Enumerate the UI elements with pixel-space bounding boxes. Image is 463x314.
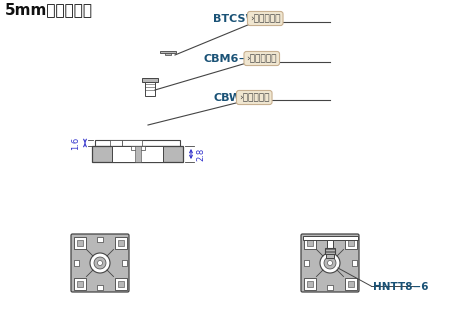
Bar bbox=[76, 280, 82, 286]
Bar bbox=[95, 140, 180, 146]
Bar bbox=[326, 253, 334, 257]
Circle shape bbox=[320, 253, 340, 273]
Bar bbox=[344, 278, 357, 290]
Bar bbox=[327, 236, 333, 241]
Bar bbox=[165, 53, 171, 55]
Bar bbox=[307, 280, 313, 286]
Text: 2.8: 2.8 bbox=[196, 147, 205, 161]
Bar bbox=[145, 82, 155, 96]
Bar bbox=[76, 240, 82, 246]
Bar bbox=[74, 278, 86, 290]
Bar bbox=[112, 146, 163, 162]
Text: HNTT8−6: HNTT8−6 bbox=[373, 282, 428, 292]
Bar bbox=[110, 140, 122, 146]
FancyBboxPatch shape bbox=[301, 234, 359, 292]
Bar bbox=[114, 278, 126, 290]
Bar bbox=[348, 280, 353, 286]
Circle shape bbox=[327, 261, 332, 266]
Bar bbox=[92, 146, 183, 162]
Bar bbox=[118, 240, 124, 246]
Bar bbox=[74, 236, 86, 248]
Text: 1.6: 1.6 bbox=[71, 136, 80, 150]
Bar bbox=[160, 51, 176, 53]
Bar bbox=[142, 78, 158, 82]
Bar bbox=[97, 236, 103, 241]
Bar bbox=[134, 146, 140, 162]
Text: BTCSW6: BTCSW6 bbox=[213, 14, 266, 24]
Bar bbox=[307, 240, 313, 246]
Bar bbox=[302, 236, 357, 240]
Text: ›商品ページ: ›商品ページ bbox=[246, 54, 277, 63]
Bar bbox=[348, 240, 353, 246]
Text: ›商品ページ: ›商品ページ bbox=[239, 93, 269, 102]
Bar bbox=[97, 284, 103, 290]
Bar bbox=[304, 260, 308, 266]
Bar bbox=[74, 260, 79, 266]
Bar bbox=[344, 236, 357, 248]
Bar bbox=[327, 284, 333, 290]
Text: CBM6−15: CBM6−15 bbox=[204, 54, 264, 64]
Bar bbox=[304, 236, 315, 248]
Text: 5mmプレート用: 5mmプレート用 bbox=[5, 2, 93, 17]
Bar bbox=[121, 260, 126, 266]
Circle shape bbox=[98, 261, 102, 266]
Circle shape bbox=[94, 257, 106, 269]
Bar bbox=[114, 236, 126, 248]
Bar bbox=[351, 260, 357, 266]
Circle shape bbox=[90, 253, 110, 273]
Text: CBW6: CBW6 bbox=[213, 93, 249, 103]
Bar bbox=[118, 280, 124, 286]
Bar bbox=[122, 140, 142, 146]
Text: ›商品ページ: ›商品ページ bbox=[250, 14, 281, 23]
Bar bbox=[304, 278, 315, 290]
Bar bbox=[327, 240, 333, 247]
Bar bbox=[325, 247, 335, 253]
Bar bbox=[131, 146, 144, 150]
Circle shape bbox=[324, 257, 336, 269]
FancyBboxPatch shape bbox=[71, 234, 129, 292]
